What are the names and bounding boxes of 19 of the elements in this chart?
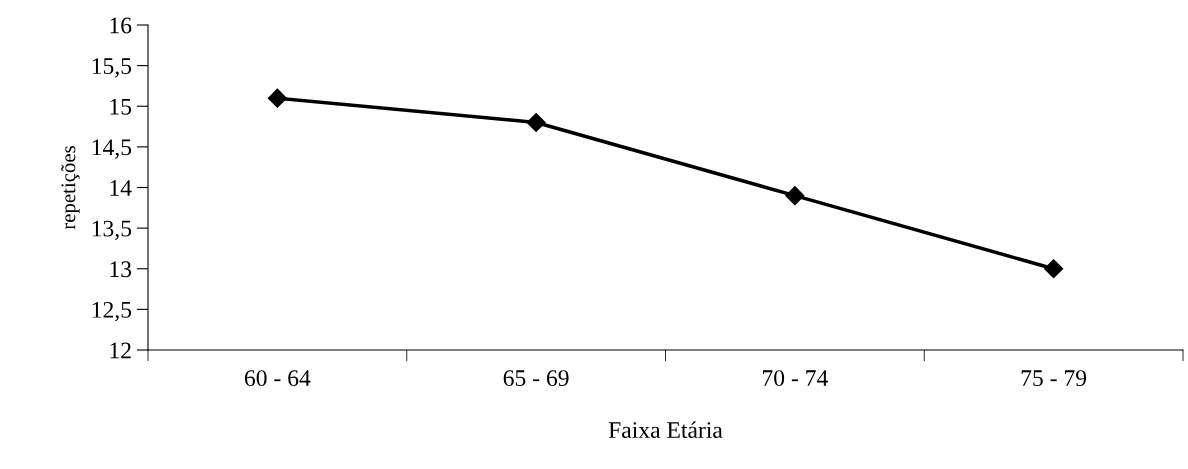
y-tick-label: 13,5 [92, 220, 132, 240]
y-tick-label: 15,5 [92, 58, 132, 78]
point [1044, 259, 1064, 279]
y-tick-label: 14 [110, 180, 132, 196]
x-axis-title: Faixa Etária [608, 421, 723, 439]
x-tick-label: 65 - 69 [503, 370, 569, 387]
point [785, 186, 805, 206]
y-tick-label: 13 [110, 261, 132, 278]
y-axis-title: repetições [61, 146, 80, 230]
y-tick-label: 16 [110, 17, 132, 34]
x-tick-label: 70 - 74 [762, 370, 828, 387]
y-tick-label: 12,5 [92, 301, 132, 322]
x-tick-label: 75 - 79 [1021, 370, 1087, 387]
point [267, 88, 287, 108]
point [526, 112, 546, 133]
y-tick-label: 14,5 [92, 139, 132, 159]
y-tick-label: 15 [110, 98, 132, 115]
y-tick-label: 12 [110, 342, 131, 359]
x-tick-label: 60 - 64 [244, 370, 311, 387]
